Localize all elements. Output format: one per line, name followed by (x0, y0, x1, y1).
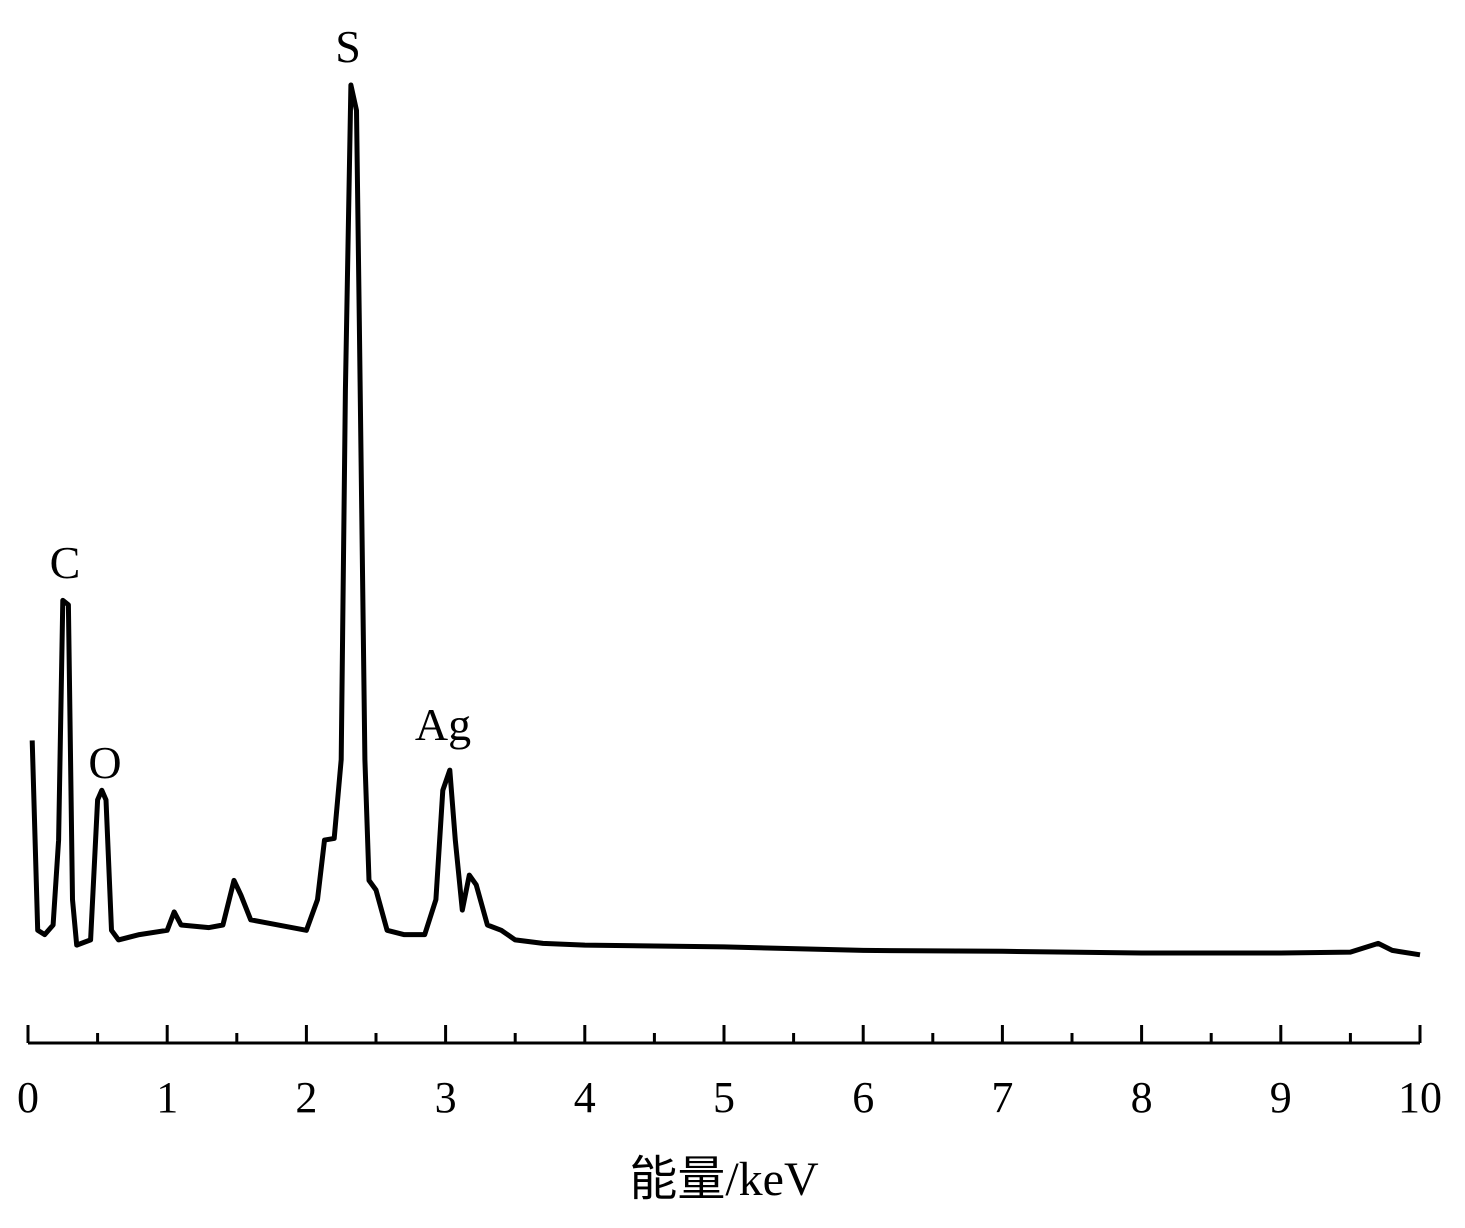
peak-label: O (88, 737, 121, 788)
x-axis-label: 能量/keV (629, 1153, 819, 1206)
x-tick-label: 8 (1131, 1073, 1153, 1122)
peak-label: Ag (415, 699, 471, 750)
x-tick-label: 9 (1270, 1073, 1292, 1122)
x-tick-label: 6 (852, 1073, 874, 1122)
x-tick-label: 2 (295, 1073, 317, 1122)
x-tick-label: 3 (435, 1073, 457, 1122)
x-tick-label: 4 (574, 1073, 596, 1122)
spectrum-line (29, 82, 1421, 958)
x-tick-label: 1 (156, 1073, 178, 1122)
x-tick-label: 7 (991, 1073, 1013, 1122)
peak-label: S (335, 21, 361, 72)
peak-label: C (50, 537, 81, 588)
x-tick-label: 5 (713, 1073, 735, 1122)
x-tick-label: 10 (1398, 1073, 1442, 1122)
x-tick-label: 0 (17, 1073, 39, 1122)
